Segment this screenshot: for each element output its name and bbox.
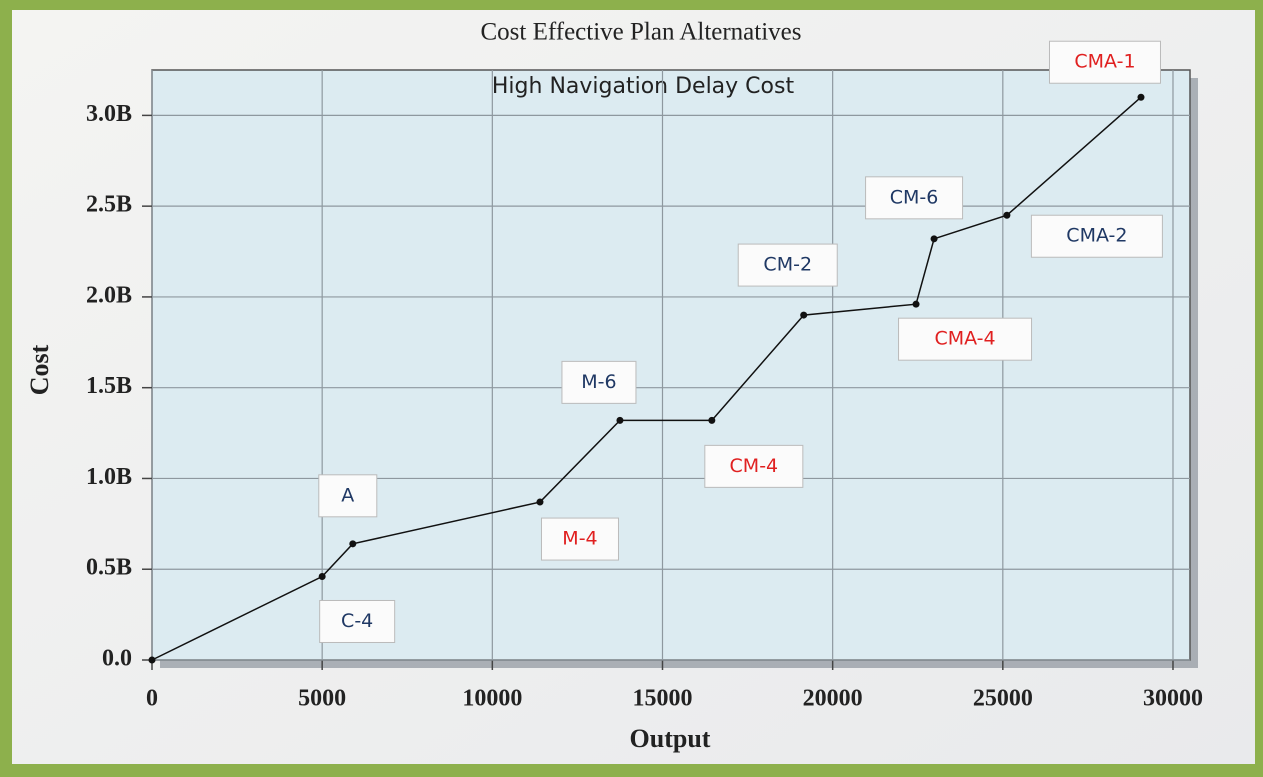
point xyxy=(1137,93,1145,101)
chart-title: Cost Effective Plan Alternatives xyxy=(481,19,802,46)
y-tick-label: 2.0B xyxy=(86,282,132,308)
point-label: M-6 xyxy=(581,371,616,393)
point-label: M-4 xyxy=(562,528,597,550)
point-label: A xyxy=(341,484,354,506)
y-tick-label: 3.0B xyxy=(86,101,132,127)
label-box xyxy=(1030,214,1163,258)
y-tick-label: 0.0 xyxy=(102,646,132,672)
point-label: C-4 xyxy=(341,610,373,632)
point xyxy=(318,572,326,580)
label-box xyxy=(561,360,637,404)
x-tick-label: 5000 xyxy=(298,686,346,712)
y-tick-label: 0.5B xyxy=(86,555,132,581)
x-axis-label: Output xyxy=(630,724,711,753)
point xyxy=(536,498,544,506)
label-box xyxy=(704,444,804,488)
point-label: CMA-2 xyxy=(1066,225,1127,247)
x-tick-label: 15000 xyxy=(632,686,692,712)
label-box xyxy=(898,317,1033,361)
point xyxy=(1003,211,1011,219)
y-tick-label: 1.5B xyxy=(86,373,132,399)
point xyxy=(800,311,808,319)
y-axis-label: Cost xyxy=(25,344,54,395)
x-tick-label: 20000 xyxy=(803,686,863,712)
point xyxy=(616,416,624,424)
label-box xyxy=(865,176,964,220)
chart-subtitle: High Navigation Delay Cost xyxy=(492,74,795,99)
point xyxy=(148,656,156,664)
point-label: CM-2 xyxy=(763,254,812,276)
point xyxy=(349,540,357,548)
point-label: CMA-4 xyxy=(934,328,995,350)
label-box xyxy=(319,599,396,643)
x-tick-label: 30000 xyxy=(1143,686,1203,712)
point-label: CM-4 xyxy=(730,455,779,477)
x-tick-label: 0 xyxy=(146,686,158,712)
plot-area xyxy=(151,69,1191,661)
point-label: CMA-1 xyxy=(1074,51,1135,73)
x-tick-label: 10000 xyxy=(462,686,522,712)
point xyxy=(930,235,938,243)
label-box xyxy=(318,474,378,518)
y-tick-label: 2.5B xyxy=(86,192,132,218)
y-tick-label: 1.0B xyxy=(86,464,132,490)
x-tick-label: 25000 xyxy=(973,686,1033,712)
label-box xyxy=(1048,40,1161,84)
point xyxy=(708,416,716,424)
point xyxy=(912,300,920,308)
point-label: CM-6 xyxy=(890,186,939,208)
label-box xyxy=(737,243,838,287)
label-box xyxy=(540,517,619,561)
